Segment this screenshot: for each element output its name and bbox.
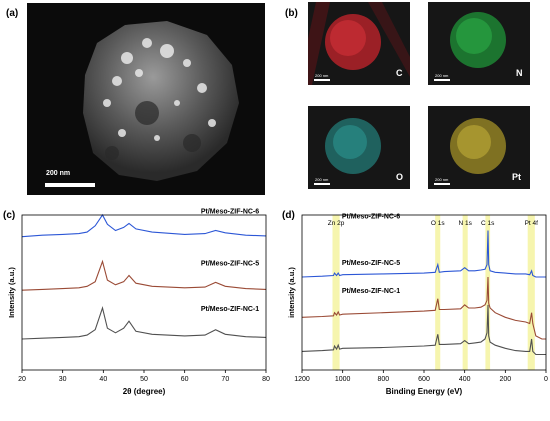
x-tick-label-800: 800: [377, 376, 389, 383]
highlight-band-pt-4f: [527, 215, 535, 370]
series-label-pt-meso-zif-nc-1: Pt/Meso-ZIF-NC-1: [201, 306, 259, 313]
tem-scalebar: [45, 183, 95, 187]
eds-map-n-texture: [434, 12, 506, 81]
eds-map-c: 200 nm C: [308, 2, 410, 85]
series-line-pt-meso-zif-nc-6: [301, 230, 546, 278]
band-label-zn-2p: Zn 2p: [328, 220, 345, 227]
series-line-pt-meso-zif-nc-6: [21, 213, 267, 238]
series-label-pt-meso-zif-nc-5: Pt/Meso-ZIF-NC-5: [342, 260, 400, 267]
y-axis-label: intensity (a.u.): [287, 267, 296, 318]
x-tick-label-40: 40: [99, 376, 107, 383]
eds-map-n-label: N: [516, 68, 523, 78]
eds-map-c-scalebar-label: 200 nm: [315, 73, 329, 78]
band-label-n-1s: N 1s: [458, 220, 472, 227]
series-label-pt-meso-zif-nc-5: Pt/Meso-ZIF-NC-5: [201, 260, 259, 267]
x-tick-label-200: 200: [499, 376, 511, 383]
band-label-c-1s: C 1s: [481, 220, 495, 227]
eds-map-pt-label: Pt: [512, 172, 521, 182]
series-label-pt-meso-zif-nc-6: Pt/Meso-ZIF-NC-6: [201, 209, 259, 216]
eds-map-pt-texture: [434, 118, 506, 185]
eds-map-o-texture: [314, 118, 381, 185]
highlight-band-zn-2p: [332, 215, 340, 370]
x-tick-label-400: 400: [459, 376, 471, 383]
band-label-pt-4f: Pt 4f: [525, 220, 539, 227]
series-line-pt-meso-zif-nc-1: [301, 304, 546, 356]
panel-label-b: (b): [285, 8, 298, 19]
series-line-pt-meso-zif-nc-5: [301, 276, 546, 340]
eds-map-c-texture: [308, 2, 410, 85]
x-tick-label-20: 20: [18, 376, 26, 383]
x-tick-label-50: 50: [140, 376, 148, 383]
panel-label-a: (a): [6, 8, 19, 19]
plot-frame: [21, 214, 267, 371]
y-axis-label: Intensity (a.u.): [7, 267, 16, 318]
eds-map-o: 200 nm O: [308, 106, 410, 189]
x-tick-label-1200: 1200: [294, 376, 310, 383]
x-tick-label-30: 30: [59, 376, 67, 383]
eds-map-c-label: C: [396, 68, 403, 78]
eds-map-pt: 200 nm Pt: [428, 106, 530, 189]
panel-label-d: (d): [282, 210, 295, 221]
eds-map-o-scalebar-label: 200 nm: [315, 177, 329, 182]
series-line-pt-meso-zif-nc-5: [21, 259, 267, 291]
x-tick-label-0: 0: [544, 376, 548, 383]
series-line-pt-meso-zif-nc-1: [21, 306, 267, 340]
tem-scalebar-label: 200 nm: [46, 170, 71, 177]
xps-chart: Zn 2p O 1s N 1s C 1s Pt 4f Pt/Meso-ZIF-NC-6 Pt…: [287, 214, 548, 397]
x-tick-label-70: 70: [221, 376, 229, 383]
highlight-band-n-1s: [462, 215, 468, 370]
series-label-pt-meso-zif-nc-6: Pt/Meso-ZIF-NC-6: [342, 214, 400, 221]
x-tick-label-80: 80: [262, 376, 270, 383]
eds-map-o-label: O: [396, 172, 404, 182]
tem-particle-illustration: [45, 21, 239, 187]
band-label-o-1s: O 1s: [431, 220, 445, 227]
x-tick-label-60: 60: [181, 376, 189, 383]
eds-map-pt-scalebar-label: 200 nm: [435, 177, 449, 182]
x-axis-label: 2θ (degree): [123, 387, 166, 396]
tem-image: 200 nm: [27, 3, 265, 195]
x-tick-label-600: 600: [418, 376, 430, 383]
xrd-chart: Pt/Meso-ZIF-NC-6 Pt/Meso-ZIF-NC-5 Pt/Meso-…: [7, 209, 270, 396]
series-label-pt-meso-zif-nc-1: Pt/Meso-ZIF-NC-1: [342, 288, 400, 295]
eds-map-n: 200 nm N: [428, 2, 530, 85]
eds-map-n-scalebar-label: 200 nm: [435, 73, 449, 78]
x-tick-label-1000: 1000: [335, 376, 351, 383]
x-axis-label: Binding Energy (eV): [386, 387, 463, 396]
panel-label-c: (c): [3, 210, 16, 221]
highlight-band-o-1s: [435, 215, 441, 370]
